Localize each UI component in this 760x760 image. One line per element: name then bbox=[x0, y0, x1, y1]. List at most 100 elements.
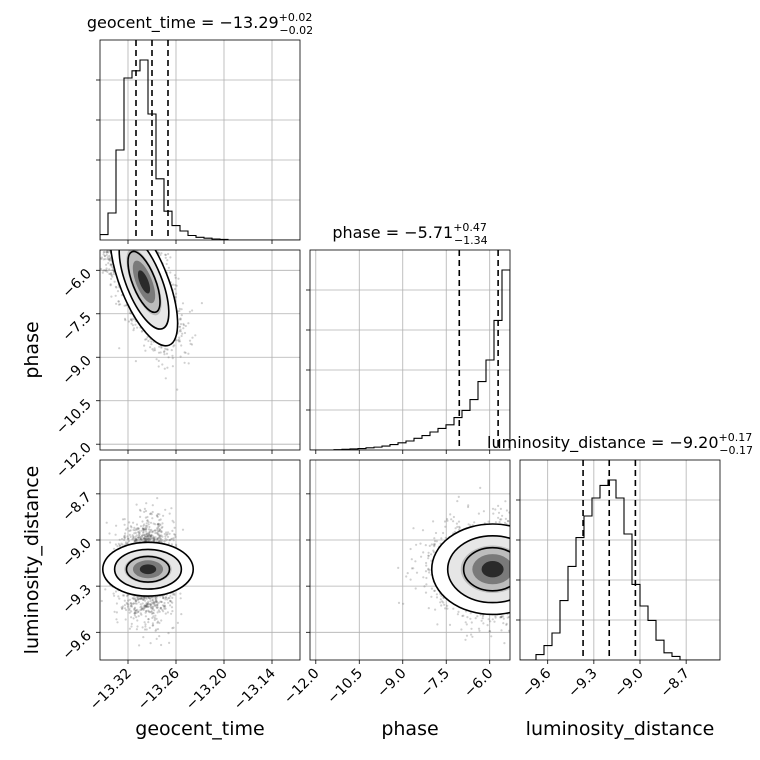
scatter-point bbox=[166, 533, 169, 536]
scatter-point bbox=[182, 322, 185, 326]
scatter-point bbox=[133, 539, 136, 542]
scatter-point bbox=[124, 532, 127, 535]
scatter-point bbox=[105, 253, 108, 257]
scatter-point bbox=[152, 601, 155, 604]
scatter-point bbox=[178, 307, 181, 310]
scatter-point bbox=[175, 543, 178, 546]
scatter-point bbox=[125, 601, 128, 605]
scatter-point bbox=[158, 635, 161, 638]
scatter-point bbox=[151, 534, 154, 537]
scatter-point bbox=[150, 612, 154, 615]
scatter-point bbox=[137, 531, 140, 534]
scatter-point bbox=[181, 302, 185, 305]
scatter-point bbox=[143, 528, 147, 531]
scatter-point bbox=[158, 536, 161, 539]
scatter-point bbox=[144, 535, 148, 538]
scatter-point bbox=[159, 540, 162, 543]
scatter-point bbox=[151, 537, 154, 540]
scatter-point bbox=[134, 599, 137, 603]
scatter-point bbox=[110, 263, 113, 266]
scatter-point bbox=[141, 534, 144, 537]
scatter-point bbox=[150, 534, 153, 537]
scatter-point bbox=[146, 535, 149, 538]
scatter-point bbox=[155, 600, 158, 603]
scatter-point bbox=[142, 527, 145, 530]
scatter-point bbox=[166, 531, 170, 534]
scatter-point bbox=[134, 531, 137, 535]
scatter-point bbox=[165, 348, 168, 351]
scatter-point bbox=[167, 252, 170, 256]
scatter-point bbox=[144, 539, 147, 543]
scatter-point bbox=[172, 626, 175, 629]
scatter-point bbox=[146, 603, 149, 606]
scatter-point bbox=[151, 504, 154, 507]
scatter-point bbox=[145, 537, 148, 541]
scatter-point bbox=[191, 309, 194, 312]
scatter-point bbox=[127, 537, 130, 540]
scatter-point bbox=[130, 625, 133, 628]
scatter-point bbox=[137, 527, 140, 531]
scatter-point bbox=[127, 599, 130, 602]
scatter-point bbox=[105, 251, 108, 254]
scatter-point bbox=[140, 538, 143, 542]
scatter-point bbox=[132, 535, 135, 538]
scatter-point bbox=[187, 322, 190, 325]
scatter-point bbox=[172, 283, 175, 286]
scatter-point bbox=[141, 626, 144, 629]
scatter-point bbox=[155, 540, 158, 543]
scatter-point bbox=[141, 520, 144, 523]
scatter-point bbox=[191, 336, 194, 339]
density-geocent_time-phase bbox=[109, 250, 179, 347]
scatter-point bbox=[171, 627, 174, 630]
scatter-point bbox=[180, 344, 183, 347]
scatter-point bbox=[139, 612, 142, 615]
scatter-point bbox=[133, 539, 136, 542]
scatter-point bbox=[120, 607, 124, 611]
scatter-point bbox=[152, 536, 155, 539]
scatter-point bbox=[159, 537, 163, 541]
scatter-point bbox=[135, 538, 138, 541]
scatter-point bbox=[143, 537, 146, 540]
scatter-point bbox=[140, 613, 143, 616]
scatter-point bbox=[187, 362, 190, 365]
scatter-point bbox=[126, 603, 129, 606]
scatter-point bbox=[143, 537, 146, 540]
scatter-point bbox=[129, 529, 132, 532]
title-main: geocent_time = −13.29 bbox=[87, 13, 279, 33]
scatter-point bbox=[145, 338, 148, 341]
title-luminosity_distance: luminosity_distance = −9.20+0.17 −0.17 bbox=[487, 431, 753, 457]
scatter-point bbox=[136, 326, 139, 329]
scatter-point bbox=[149, 521, 153, 524]
scatter-point bbox=[145, 530, 148, 533]
scatter-point bbox=[147, 605, 150, 608]
scatter-point bbox=[163, 350, 166, 353]
scatter-point bbox=[157, 540, 160, 543]
scatter-point bbox=[144, 605, 147, 608]
panel-0-0-frame bbox=[99, 39, 301, 241]
scatter-point bbox=[171, 596, 174, 600]
scatter-point bbox=[175, 284, 178, 287]
scatter-point bbox=[139, 597, 143, 600]
scatter-point bbox=[154, 614, 157, 617]
scatter-point bbox=[159, 529, 162, 532]
scatter-point bbox=[153, 347, 156, 350]
histogram-luminosity_distance bbox=[520, 479, 720, 660]
scatter-point bbox=[155, 527, 159, 530]
scatter-point bbox=[109, 541, 112, 544]
scatter-point bbox=[137, 610, 140, 614]
scatter-point bbox=[153, 537, 156, 540]
scatter-point bbox=[131, 317, 134, 320]
scatter-point bbox=[143, 628, 147, 631]
hist-luminosity_distance-grid bbox=[516, 460, 720, 660]
scatter-point bbox=[137, 536, 140, 540]
scatter-point bbox=[156, 628, 160, 631]
scatter-point bbox=[179, 317, 182, 320]
scatter-point bbox=[170, 349, 173, 352]
scatter-point bbox=[170, 612, 173, 615]
scatter-point bbox=[147, 533, 151, 536]
scatter-point bbox=[151, 606, 154, 609]
scatter-point bbox=[142, 533, 145, 537]
scatter-point bbox=[156, 497, 159, 500]
scatter-point bbox=[164, 253, 167, 256]
scatter-point bbox=[140, 597, 143, 600]
